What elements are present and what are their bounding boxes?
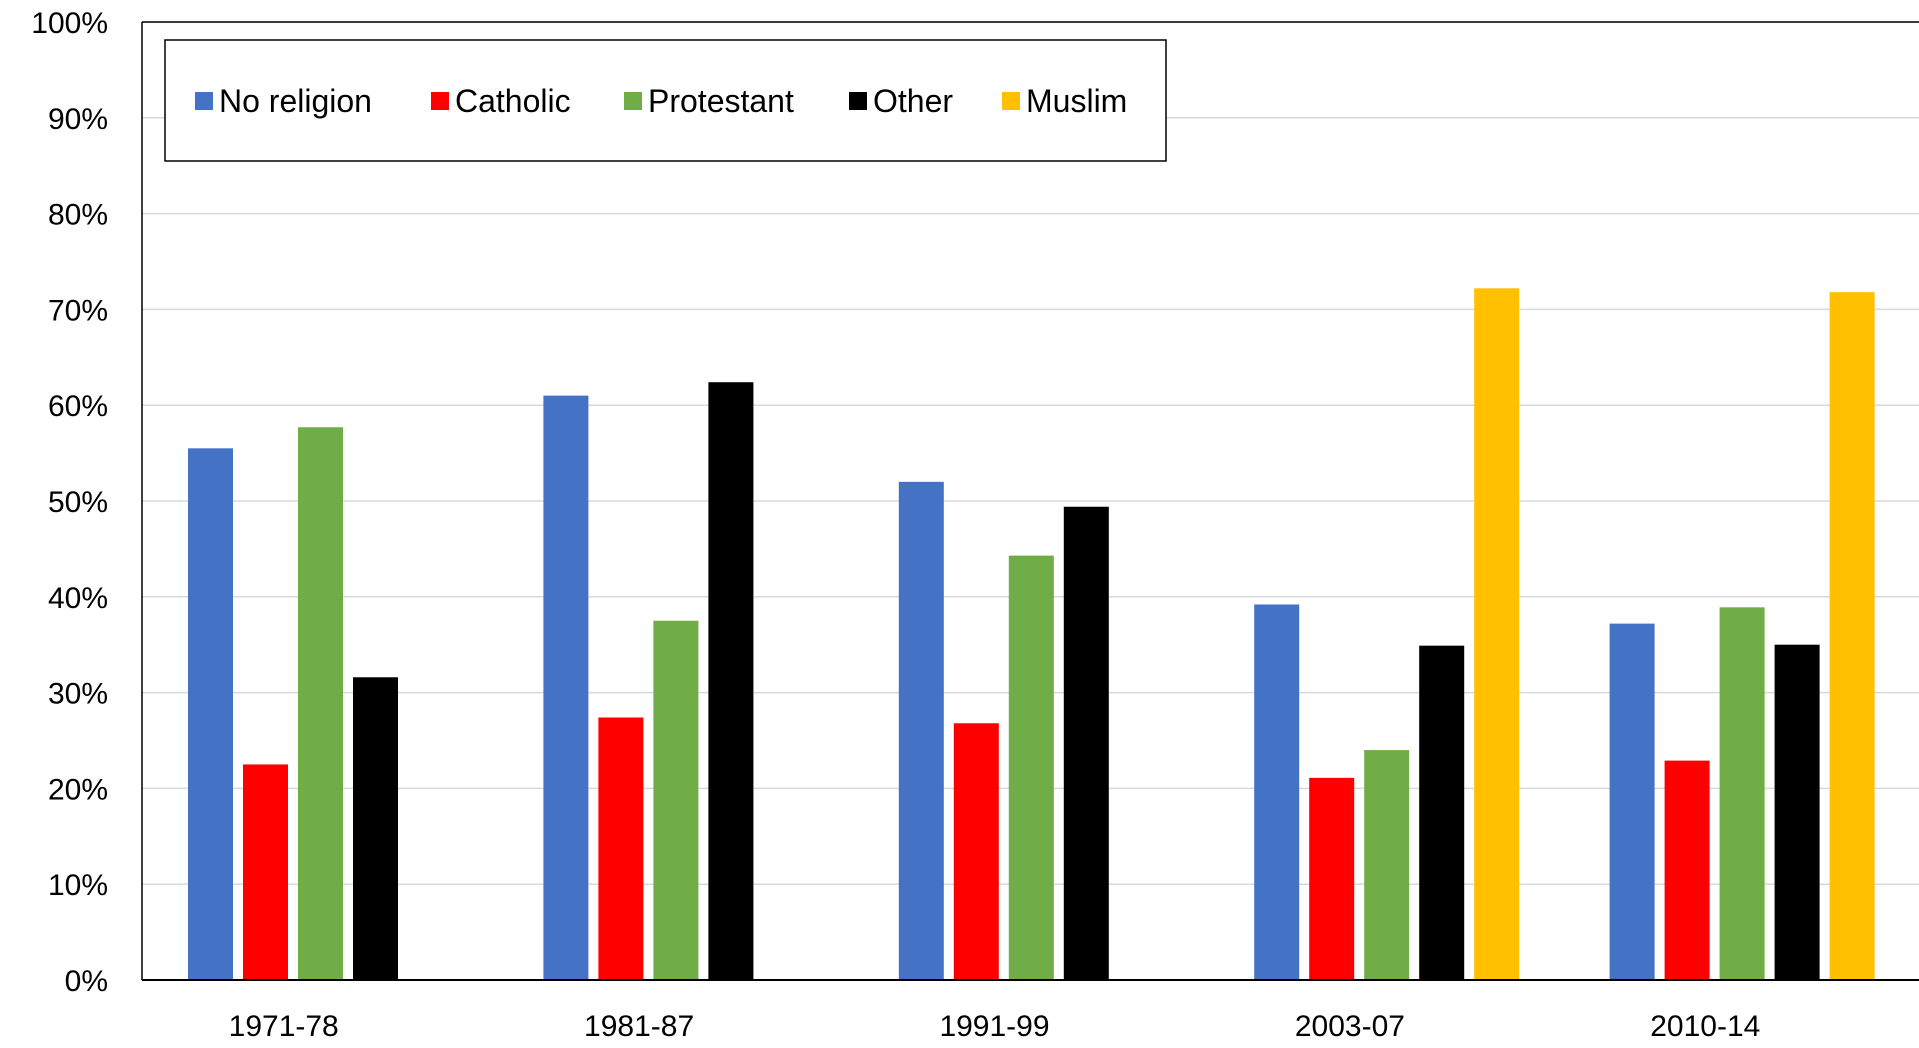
bar-catholic-1981-87 <box>598 717 644 980</box>
axes <box>141 21 1919 981</box>
y-tick-label: 20% <box>48 773 108 806</box>
bar-protestant-1971-78 <box>298 427 343 980</box>
bar-no-religion-1981-87 <box>543 395 589 980</box>
bar-catholic-1971-78 <box>243 764 288 980</box>
bar-catholic-1991-99 <box>953 723 999 980</box>
x-tick-label: 2010-14 <box>1650 1010 1760 1043</box>
y-tick-label: 30% <box>48 678 108 711</box>
y-tick-label: 100% <box>31 7 108 40</box>
y-tick-label: 40% <box>48 582 108 615</box>
legend-swatch <box>431 92 449 110</box>
bar-protestant-2010-14 <box>1719 607 1765 980</box>
legend-label: Protestant <box>648 83 794 119</box>
legend-swatch <box>624 92 642 110</box>
x-tick-labels: 1971-78 1981-87 1991-99 2003-07 2010-14 <box>229 1010 1761 1043</box>
bar-no-religion-1991-99 <box>898 481 944 980</box>
y-tick-label: 70% <box>48 294 108 327</box>
y-tick-label: 80% <box>48 199 108 232</box>
y-tick-label: 0% <box>65 965 108 998</box>
x-tick-label: 2003-07 <box>1295 1010 1405 1043</box>
bar-other-1981-87 <box>708 382 754 980</box>
bar-catholic-2003-07 <box>1309 777 1355 980</box>
bar-protestant-2003-07 <box>1364 750 1410 980</box>
y-tick-labels: 0% 10% 20% 30% 40% 50% 60% 70% 80% 90% 100% <box>31 7 108 998</box>
bar-no-religion-1971-78 <box>188 448 233 980</box>
legend-swatch <box>195 92 213 110</box>
bar-muslim-2010-14 <box>1829 292 1875 980</box>
bars <box>188 288 1875 981</box>
legend-label: No religion <box>219 83 372 119</box>
bar-catholic-2010-14 <box>1664 760 1710 980</box>
bar-other-1971-78 <box>353 677 398 980</box>
y-tick-label: 90% <box>48 103 108 136</box>
legend-label: Muslim <box>1026 83 1127 119</box>
y-tick-label: 60% <box>48 390 108 423</box>
legend-swatch <box>1002 92 1020 110</box>
bar-muslim-2003-07 <box>1474 288 1520 981</box>
y-tick-label: 10% <box>48 869 108 902</box>
legend: No religion Catholic Protestant Other Muslim <box>164 39 1167 162</box>
x-tick-label: 1981-87 <box>584 1010 694 1043</box>
legend-label: Other <box>873 83 953 119</box>
bar-other-2010-14 <box>1774 644 1820 980</box>
x-tick-label: 1971-78 <box>229 1010 339 1043</box>
bar-no-religion-2010-14 <box>1609 623 1655 980</box>
legend-label: Catholic <box>455 83 571 119</box>
x-tick-label: 1991-99 <box>939 1010 1049 1043</box>
bar-no-religion-2003-07 <box>1254 604 1300 980</box>
bar-protestant-1991-99 <box>1008 555 1054 980</box>
legend-box <box>164 39 1167 162</box>
bar-other-1991-99 <box>1063 506 1109 980</box>
bar-protestant-1981-87 <box>653 620 699 980</box>
bar-other-2003-07 <box>1419 645 1465 980</box>
legend-swatch <box>849 92 867 110</box>
y-tick-label: 50% <box>48 486 108 519</box>
